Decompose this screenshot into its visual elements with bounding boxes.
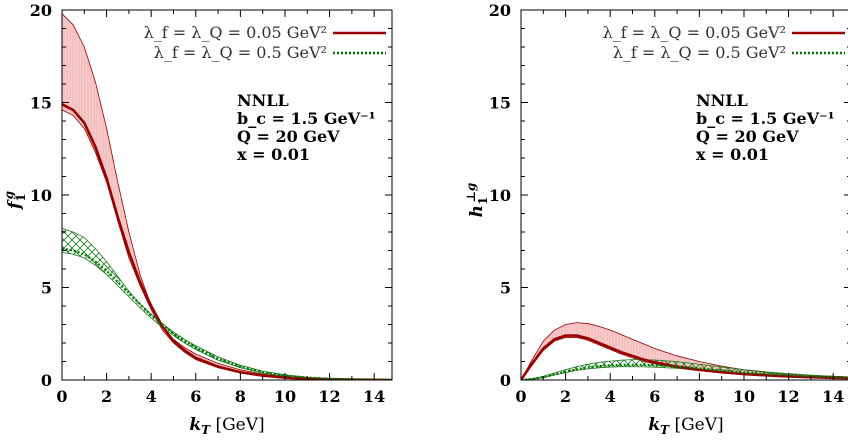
y-tick-label: 10	[30, 186, 52, 205]
y-tick-label: 15	[30, 94, 52, 113]
annotation-right: NNLL b_c = 1.5 GeV⁻¹ Q = 20 GeV x = 0.01	[696, 91, 835, 164]
x-tick-label: 2	[101, 387, 112, 406]
annotation-line-4-right: x = 0.01	[696, 145, 769, 164]
x-tick-label: 12	[777, 387, 799, 406]
y-tick-label: 20	[489, 1, 511, 20]
annotation-line-1-left: NNLL	[237, 91, 289, 110]
x-axis-label-left: kT [GeV]	[189, 415, 264, 437]
y-tick-label: 15	[489, 94, 511, 113]
x-tick-label: 8	[235, 387, 246, 406]
plot-area-right	[521, 322, 848, 380]
plot-area-left	[62, 13, 392, 380]
uncertainty-band-2	[521, 359, 848, 380]
bands-right	[521, 322, 848, 380]
panel-right: 0 2 4 6 8 10 12 14 0 5 10 15 20 kT [GeV] h1⊥g λ_f = …	[464, 1, 848, 437]
y-tick-label: 5	[500, 279, 511, 298]
x-tick-label: 6	[649, 387, 660, 406]
ticks-left: 0 2 4 6 8 10 12 14 0 5 10 15 20	[30, 1, 392, 406]
uncertainty-band-1	[521, 322, 848, 380]
legend-entry-2-right: λ_f = λ_Q = 0.5 GeV²	[613, 43, 786, 62]
y-tick-label: 0	[41, 371, 52, 390]
x-tick-label: 14	[822, 387, 844, 406]
series-line-1	[521, 334, 848, 380]
x-tick-label: 4	[146, 387, 157, 406]
uncertainty-band-2	[62, 227, 392, 380]
x-tick-label: 6	[190, 387, 201, 406]
x-tick-label: 0	[515, 387, 526, 406]
y-tick-label: 0	[500, 371, 511, 390]
annotation-line-2-left: b_c = 1.5 GeV⁻¹	[237, 109, 376, 128]
x-tick-label: 8	[694, 387, 705, 406]
curves-left	[62, 103, 392, 380]
panel-left: 0 2 4 6 8 10 12 14 0 5 10 15 20 kT [GeV] f1g λ_f = λ…	[2, 1, 393, 437]
x-tick-label: 10	[274, 387, 296, 406]
y-tick-label: 20	[30, 1, 52, 20]
x-tick-label: 12	[318, 387, 340, 406]
y-tick-label: 5	[41, 279, 52, 298]
x-tick-label: 0	[56, 387, 67, 406]
uncertainty-band-1	[62, 13, 392, 380]
legend-entry-1-right: λ_f = λ_Q = 0.05 GeV²	[603, 23, 786, 42]
y-axis-label-right: h1⊥g	[464, 183, 490, 218]
annotation-line-3-right: Q = 20 GeV	[696, 127, 799, 146]
legend-right: λ_f = λ_Q = 0.05 GeV² λ_f = λ_Q = 0.5 Ge…	[603, 23, 845, 62]
x-tick-label: 10	[733, 387, 755, 406]
x-tick-label: 14	[363, 387, 385, 406]
x-tick-label: 4	[605, 387, 616, 406]
x-tick-label: 2	[560, 387, 571, 406]
annotation-line-1-right: NNLL	[696, 91, 748, 110]
curves-right	[521, 334, 848, 380]
y-axis-label-left: f1g	[2, 191, 28, 210]
y-tick-label: 10	[489, 186, 511, 205]
series-line-2	[62, 247, 392, 380]
legend-left: λ_f = λ_Q = 0.05 GeV² λ_f = λ_Q = 0.5 Ge…	[144, 23, 386, 62]
series-line-1	[62, 103, 392, 380]
legend-entry-2-left: λ_f = λ_Q = 0.5 GeV²	[154, 43, 327, 62]
annotation-left: NNLL b_c = 1.5 GeV⁻¹ Q = 20 GeV x = 0.01	[237, 91, 376, 164]
annotation-line-3-left: Q = 20 GeV	[237, 127, 340, 146]
annotation-line-2-right: b_c = 1.5 GeV⁻¹	[696, 109, 835, 128]
x-axis-label-right: kT [GeV]	[648, 415, 723, 437]
legend-entry-1-left: λ_f = λ_Q = 0.05 GeV²	[144, 23, 327, 42]
annotation-line-4-left: x = 0.01	[237, 145, 310, 164]
